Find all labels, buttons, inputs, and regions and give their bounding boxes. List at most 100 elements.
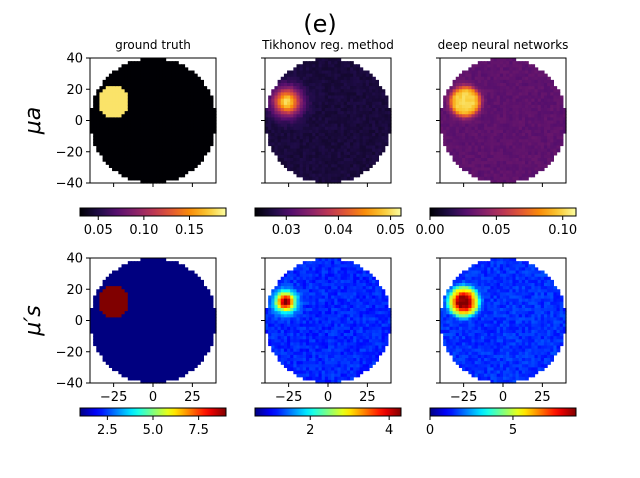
- heatmap-cell: [305, 70, 310, 75]
- heatmap-cell: [290, 148, 294, 153]
- heatmap-cell: [187, 151, 192, 156]
- heatmap-cell: [168, 154, 173, 159]
- heatmap-cell: [277, 123, 282, 128]
- heatmap-cell: [362, 139, 367, 143]
- heatmap-cell: [499, 98, 504, 103]
- heatmap-cell: [99, 342, 104, 347]
- heatmap-cell: [108, 326, 113, 331]
- heatmap-cell: [543, 83, 548, 87]
- heatmap-cell: [190, 358, 195, 362]
- heatmap-cell: [372, 117, 376, 122]
- heatmap-cell: [462, 133, 466, 137]
- heatmap-cell: [140, 348, 145, 353]
- heatmap-cell: [190, 351, 195, 356]
- heatmap-cell: [452, 142, 457, 147]
- heatmap-cell: [121, 273, 126, 278]
- heatmap-cell: [153, 64, 157, 68]
- heatmap-cell: [368, 117, 373, 122]
- heatmap-cell: [162, 317, 167, 322]
- heatmap-cell: [353, 136, 357, 140]
- heatmap-cell: [334, 154, 339, 159]
- heatmap-cell: [512, 179, 517, 184]
- heatmap-cell: [362, 86, 367, 90]
- heatmap-cell: [540, 83, 545, 87]
- heatmap-cell: [156, 370, 160, 375]
- heatmap-cell: [515, 154, 520, 159]
- heatmap-cell: [146, 258, 151, 262]
- heatmap-cell: [309, 129, 313, 134]
- heatmap-cell: [340, 161, 345, 165]
- heatmap-cell: [112, 161, 116, 165]
- heatmap-cell: [115, 161, 119, 165]
- heatmap-cell: [518, 108, 523, 112]
- heatmap-cell: [337, 176, 342, 181]
- heatmap-cell: [534, 120, 539, 125]
- heatmap-cell: [296, 67, 301, 72]
- heatmap-cell: [293, 67, 298, 72]
- heatmap-cell: [359, 123, 364, 128]
- heatmap-cell: [93, 136, 97, 140]
- heatmap-cell: [178, 351, 182, 356]
- heatmap-cell: [362, 70, 367, 75]
- heatmap-cell: [381, 139, 386, 143]
- heatmap-cell: [118, 126, 123, 131]
- heatmap-cell: [159, 129, 164, 134]
- heatmap-cell: [193, 279, 198, 284]
- heatmap-cell: [181, 292, 186, 297]
- heatmap-cell: [143, 326, 148, 331]
- heatmap-cell: [156, 136, 160, 140]
- heatmap-cell: [521, 76, 526, 81]
- heatmap-cell: [181, 101, 186, 106]
- heatmap-cell: [455, 123, 460, 128]
- heatmap-cell: [531, 86, 536, 90]
- heatmap-cell: [315, 64, 320, 68]
- heatmap-cell: [168, 308, 173, 312]
- heatmap-cell: [471, 151, 476, 156]
- heatmap-cell: [340, 154, 345, 159]
- heatmap-cell: [474, 111, 479, 115]
- heatmap-cell: [102, 129, 107, 134]
- heatmap-cell: [108, 111, 113, 115]
- heatmap-cell: [90, 320, 94, 325]
- heatmap-cell: [181, 133, 186, 137]
- heatmap-cell: [137, 86, 141, 90]
- heatmap-cell: [153, 289, 157, 293]
- heatmap-cell: [181, 79, 186, 84]
- heatmap-cell: [312, 76, 316, 81]
- heatmap-cell: [556, 139, 561, 143]
- heatmap-cell: [162, 117, 167, 122]
- heatmap-cell: [206, 123, 211, 128]
- heatmap-cell: [534, 117, 539, 122]
- heatmap-cell: [518, 104, 523, 109]
- heatmap-cell: [115, 270, 119, 275]
- heatmap-cell: [362, 126, 367, 131]
- heatmap-cell: [124, 267, 129, 272]
- heatmap-cell: [159, 279, 164, 284]
- heatmap-cell: [484, 170, 488, 175]
- heatmap-cell: [293, 79, 298, 84]
- heatmap-cell: [515, 117, 520, 122]
- heatmap-cell: [525, 73, 529, 78]
- heatmap-cell: [296, 158, 301, 162]
- heatmap-cell: [340, 123, 345, 128]
- heatmap-cell: [305, 176, 310, 181]
- heatmap-cell: [140, 276, 145, 281]
- heatmap-cell: [159, 273, 164, 278]
- heatmap-cell: [105, 101, 110, 106]
- heatmap-cell: [178, 354, 182, 359]
- heatmap-cell: [506, 158, 510, 162]
- heatmap-cell: [540, 161, 545, 165]
- heatmap-cell: [540, 70, 545, 75]
- heatmap-cell: [153, 176, 157, 181]
- heatmap-cell: [209, 123, 214, 128]
- heatmap-cell: [175, 339, 179, 343]
- heatmap-cell: [356, 114, 361, 118]
- heatmap-cell: [187, 126, 192, 131]
- heatmap-cell: [181, 136, 186, 140]
- heatmap-cell: [209, 120, 214, 125]
- heatmap-cell: [509, 170, 514, 175]
- heatmap-cell: [468, 92, 473, 97]
- heatmap-cell: [153, 76, 157, 81]
- heatmap-cell: [178, 120, 182, 125]
- heatmap-cell: [531, 64, 536, 68]
